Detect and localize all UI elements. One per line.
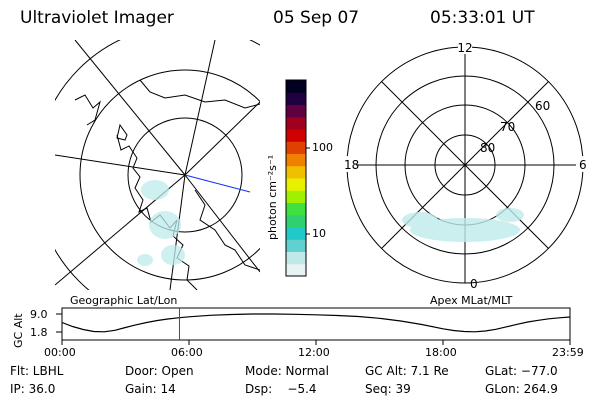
colorbar-band bbox=[286, 141, 306, 154]
coastline bbox=[116, 123, 128, 141]
coastline bbox=[139, 79, 260, 109]
altitude-series-line bbox=[61, 313, 571, 333]
colorbar-band bbox=[286, 116, 306, 130]
meridian bbox=[55, 154, 186, 176]
gain-info: Gain: 14 bbox=[125, 382, 176, 396]
coastline bbox=[74, 94, 101, 126]
seq-info: Seq: 39 bbox=[365, 382, 411, 396]
meridian bbox=[184, 101, 260, 176]
aurora-oval bbox=[496, 208, 524, 222]
meridian bbox=[74, 40, 186, 176]
time-label: 05:33:01 UT bbox=[430, 8, 535, 28]
aurora-oval bbox=[410, 218, 520, 242]
terminator-line bbox=[184, 174, 251, 193]
colorbar bbox=[285, 79, 310, 277]
colorbar-band bbox=[286, 178, 306, 191]
meridian bbox=[184, 174, 260, 273]
colorbar-band bbox=[286, 214, 306, 228]
colorbar-band bbox=[286, 251, 306, 265]
x-tick-label-1800: 18:00 bbox=[425, 346, 457, 359]
colorbar-band bbox=[286, 190, 306, 203]
x-tick-label-0600: 06:00 bbox=[171, 346, 203, 359]
aurora-patch bbox=[141, 180, 169, 200]
aurora-oval bbox=[402, 212, 438, 228]
lat-circle bbox=[55, 40, 260, 290]
mlat-label-70: 70 bbox=[500, 120, 515, 134]
colorbar-band bbox=[286, 92, 306, 105]
colorbar-band bbox=[286, 263, 306, 277]
colorbar-band bbox=[286, 80, 306, 93]
gc-alt-info: GC Alt: 7.1 Re bbox=[365, 364, 449, 378]
mlt-label-18: 18 bbox=[344, 158, 359, 172]
y-tick-label-min: 1.8 bbox=[30, 326, 48, 339]
lat-circle bbox=[127, 117, 243, 233]
mlat-label-80: 80 bbox=[480, 141, 495, 155]
colorbar-band bbox=[286, 165, 306, 179]
aurora-patch bbox=[149, 211, 181, 239]
glon-info: GLon: 264.9 bbox=[485, 382, 558, 396]
colorbar-band bbox=[286, 202, 306, 216]
x-tick-label-0000: 00:00 bbox=[44, 346, 76, 359]
glat-info: GLat: −77.0 bbox=[485, 364, 558, 378]
dsp-info: Dsp: −5.4 bbox=[245, 382, 317, 396]
ip-info: IP: 36.0 bbox=[10, 382, 56, 396]
colorbar-tick-label-100: 100 bbox=[312, 141, 333, 154]
colorbar-band bbox=[286, 129, 306, 142]
lat-circle bbox=[55, 40, 260, 290]
door-info: Door: Open bbox=[125, 364, 194, 378]
lat-circle bbox=[79, 69, 260, 281]
coastline bbox=[194, 189, 260, 271]
colorbar-frame bbox=[285, 79, 307, 277]
colorbar-tick-label-10: 10 bbox=[312, 227, 326, 240]
aurora-patch bbox=[137, 254, 153, 266]
mlat-label-60: 60 bbox=[535, 99, 550, 113]
mlt-label-12: 12 bbox=[457, 41, 472, 55]
mode-info: Mode: Normal bbox=[245, 364, 329, 378]
colorbar-band bbox=[286, 227, 306, 240]
x-tick-label-2359: 23:59 bbox=[552, 346, 584, 359]
colorbar-unit-label: photon cm⁻²s⁻¹ bbox=[266, 154, 279, 240]
polar-plot: 12 18 6 0 80 70 60 bbox=[340, 40, 590, 290]
geographic-map bbox=[55, 40, 260, 290]
colorbar-band bbox=[286, 153, 306, 167]
mlt-label-6: 6 bbox=[579, 158, 587, 172]
right-panel-label: Apex MLat/MLT bbox=[430, 294, 513, 307]
date-label: 05 Sep 07 bbox=[273, 8, 360, 28]
left-panel-label: Geographic Lat/Lon bbox=[70, 294, 178, 307]
x-tick-label-1200: 12:00 bbox=[298, 346, 330, 359]
mlt-label-0: 0 bbox=[470, 277, 478, 290]
colorbar-band bbox=[286, 239, 306, 252]
meridian bbox=[184, 40, 216, 176]
aurora-patch bbox=[161, 245, 185, 265]
coastline bbox=[116, 134, 198, 290]
colorbar-band bbox=[286, 104, 306, 118]
y-axis-label: GC Alt bbox=[12, 313, 25, 348]
y-tick-label-max: 9.0 bbox=[30, 308, 48, 321]
instrument-title: Ultraviolet Imager bbox=[20, 8, 174, 28]
orbit-altitude-chart: GC Alt 9.0 1.8 bbox=[12, 307, 571, 348]
filter-info: Flt: LBHL bbox=[10, 364, 64, 378]
